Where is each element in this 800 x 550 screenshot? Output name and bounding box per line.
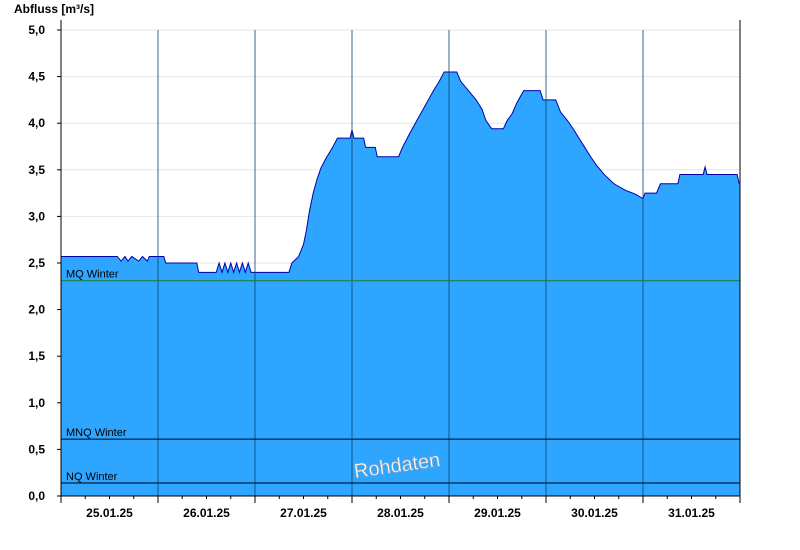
y-tick-label: 3,0 [28,209,45,223]
x-tick-label: 25.01.25 [86,506,133,520]
y-tick-label: 3,5 [28,163,45,177]
x-tick-label: 26.01.25 [183,506,230,520]
y-tick-label: 1,5 [28,349,45,363]
y-tick-label: 4,5 [28,70,45,84]
x-tick-label: 30.01.25 [571,506,618,520]
x-tick-label: 28.01.25 [377,506,424,520]
reference-label: MQ Winter [66,269,119,281]
reference-lines: MQ Winter MNQ Winter NQ Winter [61,269,740,484]
y-tick-label: 2,0 [28,303,45,317]
y-tick-label: 0,0 [28,489,45,503]
reference-label: MNQ Winter [66,427,127,439]
y-tick-label: 2,5 [28,256,45,270]
y-axis-label: Abfluss [m³/s] [14,2,94,16]
discharge-area [61,71,740,496]
y-tick-label: 4,0 [28,116,45,130]
y-tick-label: 5,0 [28,23,45,37]
x-tick-label: 29.01.25 [474,506,521,520]
day-separators [157,30,644,496]
discharge-line [61,71,740,274]
y-tick-label: 1,0 [28,396,45,410]
x-tick-label: 31.01.25 [668,506,715,520]
axes: 0,0 0,5 1,0 1,5 2,0 2,5 3,0 3,5 4,0 4,5 5,0 25.01.2… [28,20,741,520]
reference-label: NQ Winter [66,471,118,483]
y-tick-label: 0,5 [28,442,45,456]
x-tick-label: 27.01.25 [280,506,327,520]
